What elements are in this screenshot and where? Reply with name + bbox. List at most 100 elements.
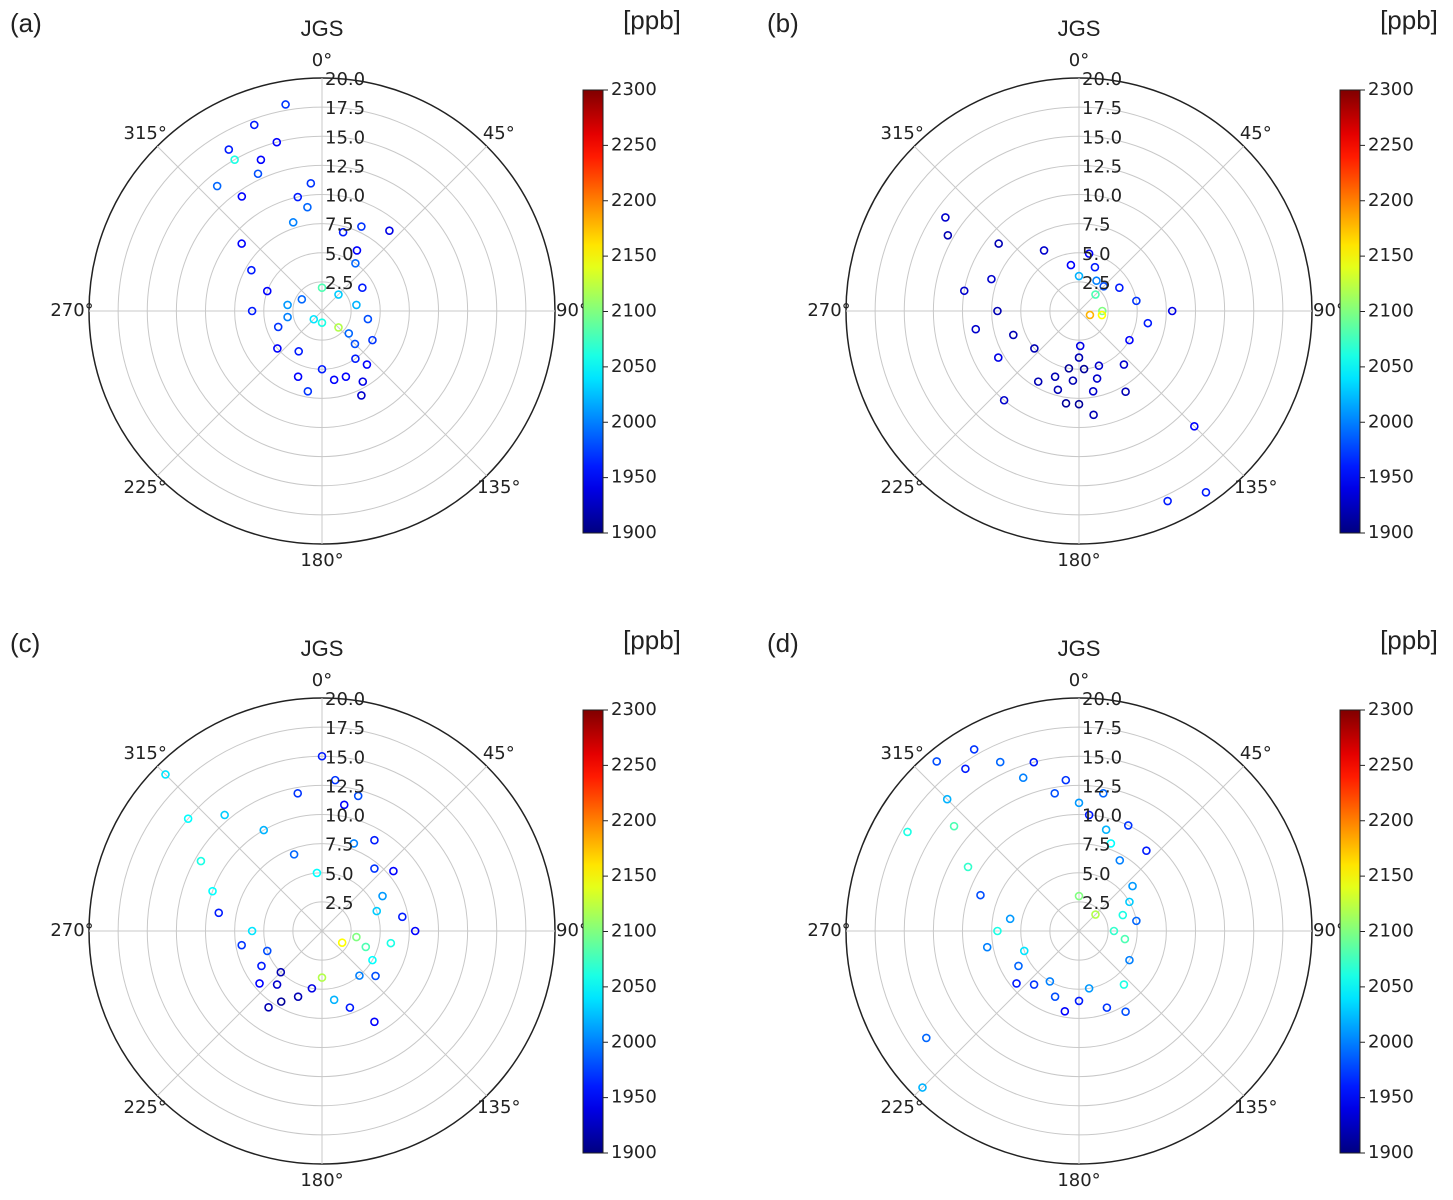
data-point (1068, 376, 1078, 385)
data-point (1074, 891, 1084, 901)
r-tick-label: 15.0 (325, 747, 365, 768)
data-point (294, 347, 304, 356)
theta-tick-label: 45° (483, 123, 515, 144)
data-point (1102, 1003, 1112, 1012)
colorbar-tick-label: 2150 (611, 865, 657, 886)
data-point (372, 906, 382, 916)
data-point (1091, 290, 1100, 299)
data-point (1050, 992, 1060, 1001)
data-point (903, 827, 912, 837)
theta-tick-label: 315° (881, 123, 924, 144)
data-point (1005, 914, 1015, 924)
colorbar-label: [ppb] (1380, 625, 1438, 655)
data-point (942, 794, 952, 804)
theta-tick-label: 270° (50, 300, 93, 321)
data-point (351, 354, 360, 364)
data-point (993, 926, 1002, 936)
data-point (338, 227, 348, 237)
colorbar-tick-label: 2000 (611, 1031, 657, 1052)
data-point (1094, 361, 1104, 371)
r-tick-label: 10.0 (1082, 186, 1122, 207)
data-point (1018, 773, 1028, 783)
colorbar-tick-label: 1950 (1368, 467, 1414, 488)
data-point (272, 980, 282, 989)
theta-tick-label: 270° (807, 920, 850, 941)
data-point (370, 1017, 379, 1027)
data-point (230, 155, 239, 164)
r-tick-label: 17.5 (325, 718, 365, 739)
data-point (1201, 488, 1211, 497)
theta-tick-label: 45° (1240, 743, 1272, 764)
colorbar-tick-label: 2100 (611, 921, 657, 942)
colorbar-tick-label: 1950 (611, 467, 657, 488)
data-point (259, 825, 269, 835)
data-point (1128, 881, 1137, 891)
r-tick-label: 20.0 (325, 69, 365, 90)
theta-tick-label: 225° (124, 477, 167, 498)
data-point (1125, 335, 1134, 345)
data-point (971, 324, 981, 334)
data-point (276, 967, 286, 977)
theta-tick-label: 270° (807, 300, 850, 321)
r-tick-label: 12.5 (325, 776, 365, 797)
data-point (959, 286, 969, 296)
r-tick-label: 17.5 (1082, 718, 1122, 739)
colorbar-tick-label: 2050 (611, 356, 657, 377)
data-point (289, 850, 299, 859)
data-point (334, 290, 343, 299)
theta-tick-label: 90° (1313, 920, 1345, 941)
data-point (247, 306, 257, 316)
colorbar (1339, 89, 1361, 534)
data-point (306, 179, 316, 188)
data-point (355, 971, 364, 980)
colorbar-tick-label: 1900 (611, 1142, 657, 1163)
data-point (362, 360, 372, 369)
theta-tick-label: 315° (124, 123, 167, 144)
colorbar-tick-label: 2300 (1368, 79, 1414, 100)
colorbar-tick-label: 2100 (611, 301, 657, 322)
data-point (293, 372, 303, 381)
radial-grid-line (156, 145, 323, 312)
data-point (357, 222, 366, 231)
data-point (370, 835, 379, 845)
data-point (293, 789, 303, 798)
data-point (1045, 977, 1055, 986)
data-point (1074, 353, 1084, 362)
theta-tick-label: 90° (556, 300, 588, 321)
data-point (224, 145, 234, 154)
data-point (1123, 821, 1133, 830)
data-point (1092, 374, 1102, 383)
radial-grid-line (913, 765, 1080, 932)
theta-tick-label: 0° (1069, 670, 1089, 691)
data-point (352, 932, 361, 942)
data-point (1121, 387, 1130, 397)
radial-grid-line (321, 145, 488, 312)
data-point (256, 155, 266, 165)
radial-grid-line (1078, 765, 1245, 932)
data-point (303, 202, 312, 212)
data-point (312, 868, 322, 878)
data-point (1039, 246, 1049, 255)
data-point (293, 192, 303, 202)
colorbar-tick-label: 2100 (1368, 301, 1414, 322)
data-point (249, 120, 259, 130)
data-point (1012, 979, 1021, 988)
colorbar-tick-label: 2050 (611, 976, 657, 997)
data-point (1120, 934, 1130, 944)
data-point (276, 997, 286, 1006)
radial-grid-line (1078, 310, 1245, 477)
data-point (1009, 330, 1018, 340)
data-point (386, 938, 396, 948)
data-point (1119, 980, 1129, 989)
colorbar-tick-label: 1900 (611, 522, 657, 543)
data-point (410, 926, 420, 936)
data-point (987, 274, 996, 284)
panel-label: (d) (767, 628, 799, 658)
data-point (949, 821, 959, 831)
colorbar-tick-label: 2100 (1368, 921, 1414, 942)
data-point (349, 839, 359, 848)
data-point (1190, 422, 1199, 431)
data-point (358, 377, 368, 386)
data-point (350, 339, 360, 349)
data-point (961, 764, 970, 774)
